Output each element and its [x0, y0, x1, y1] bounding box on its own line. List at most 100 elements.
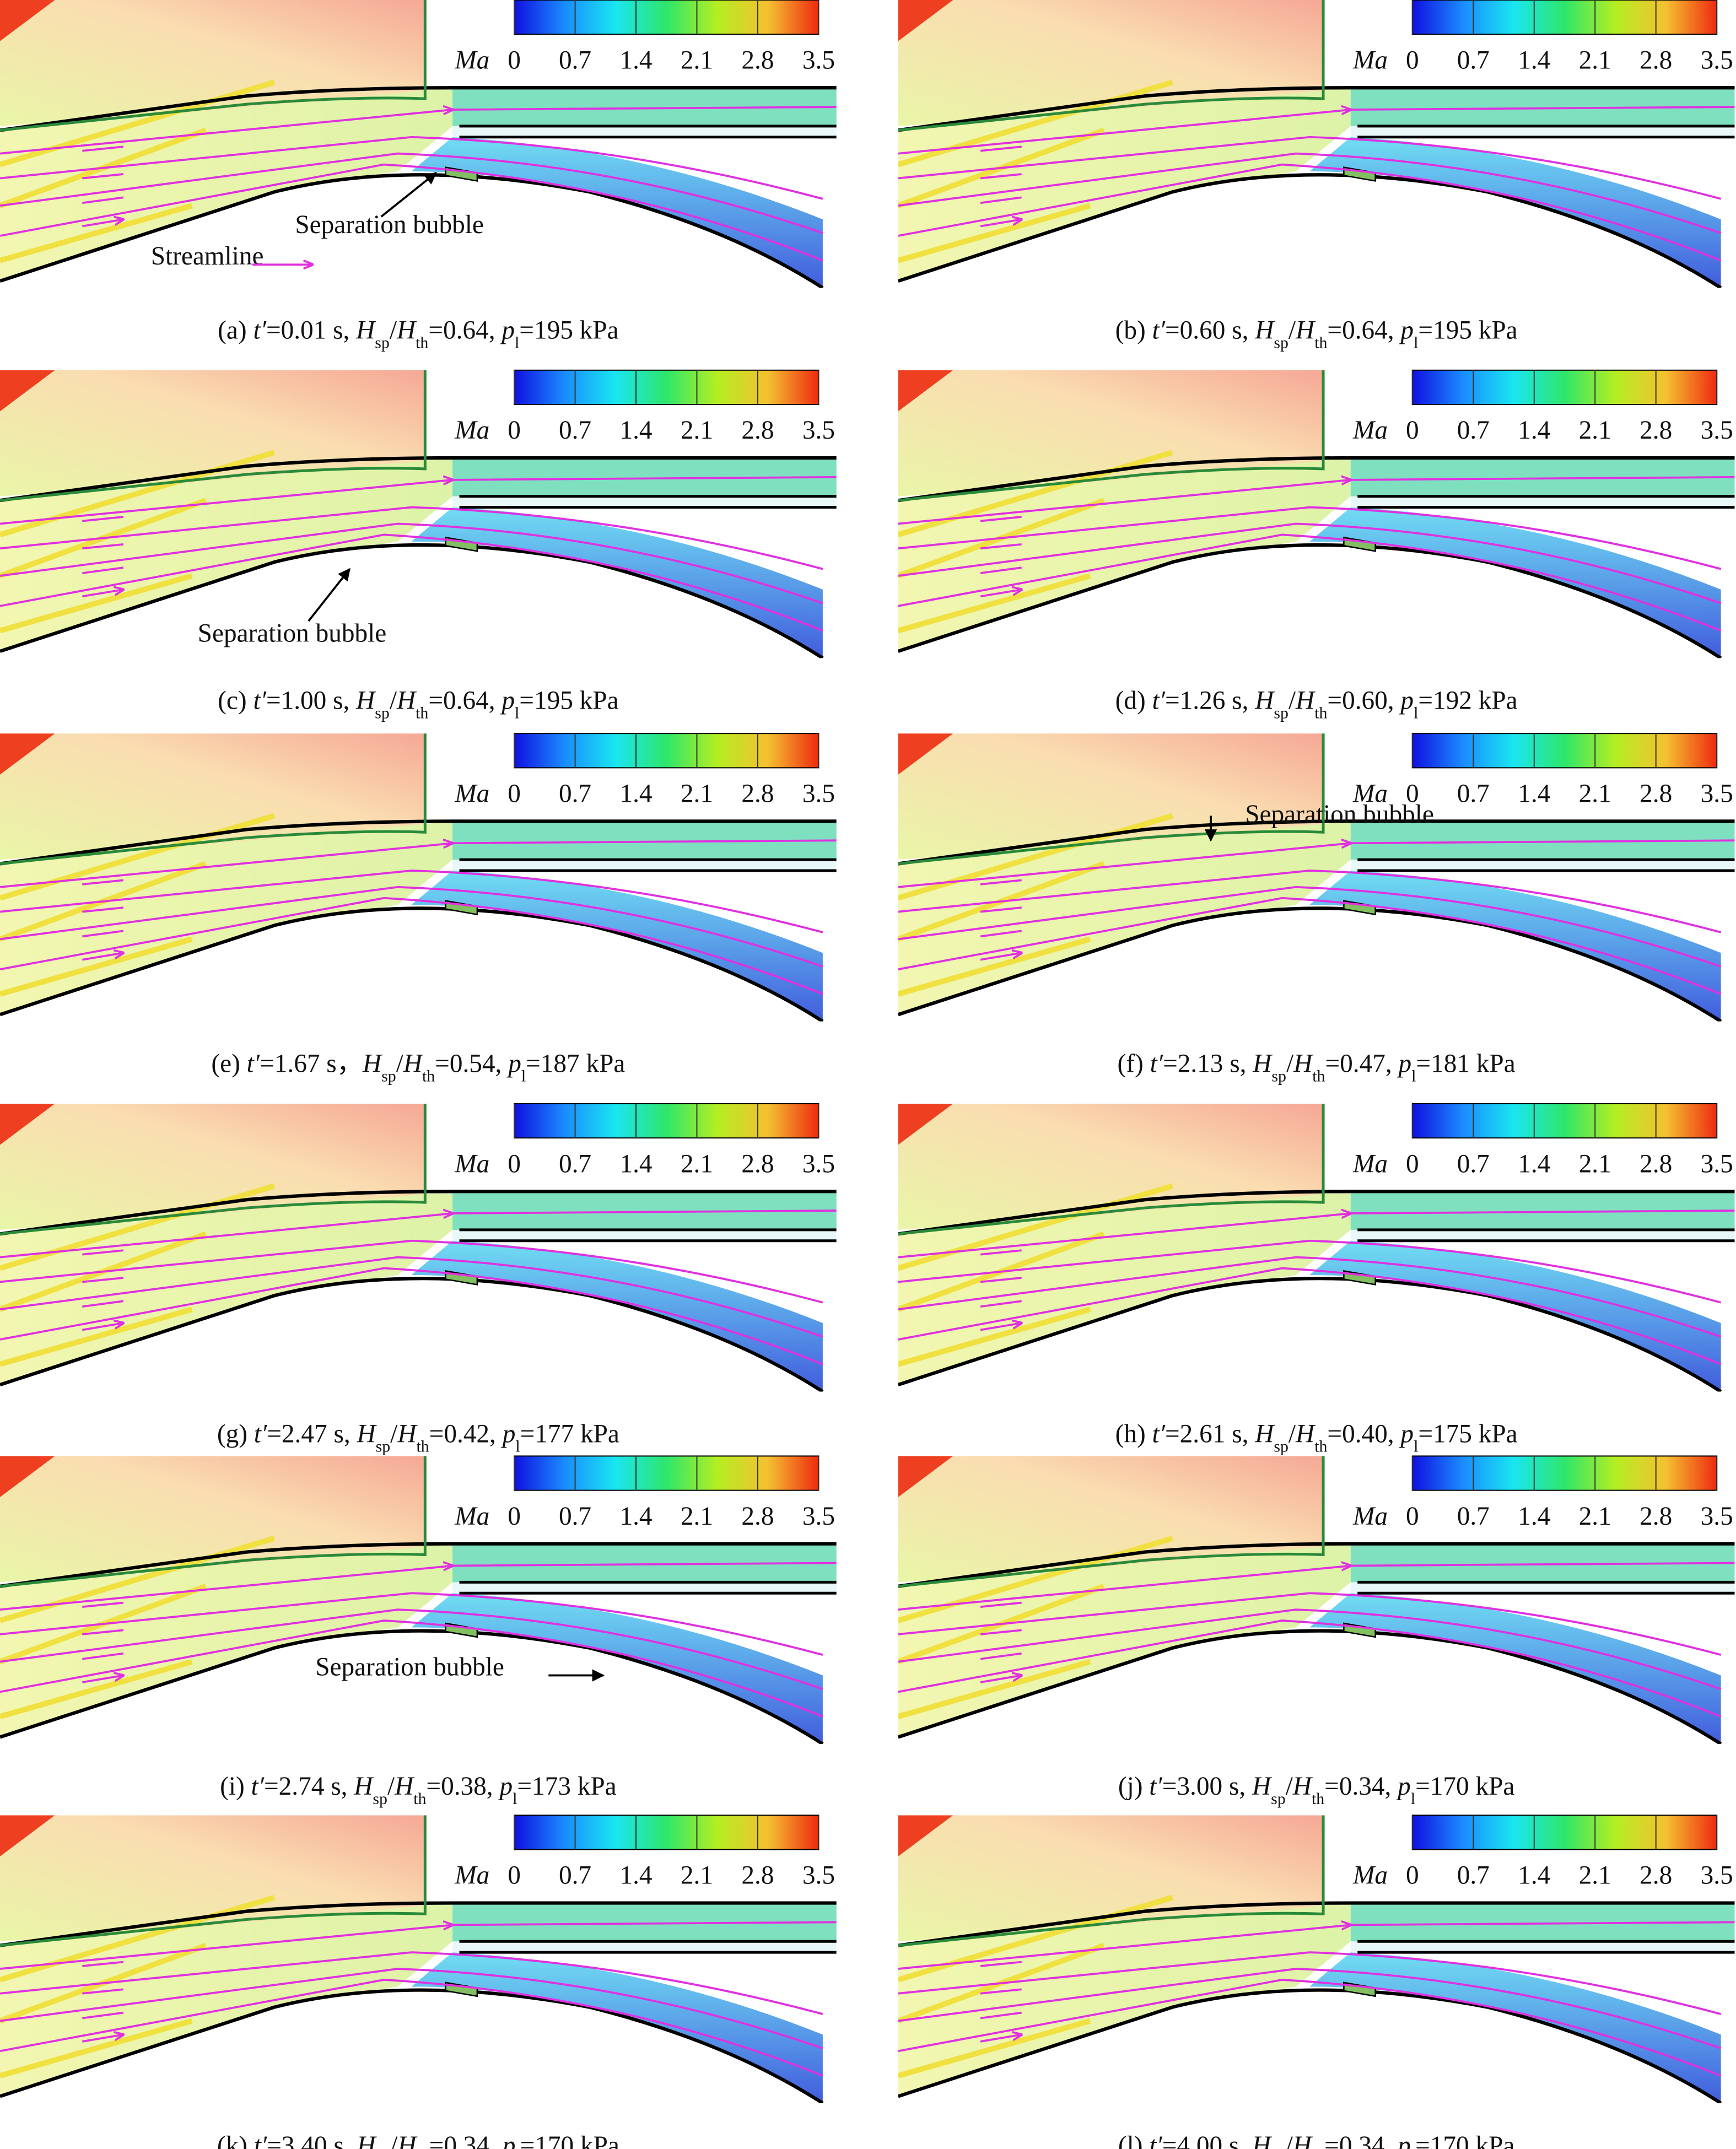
caption-run: =0.64, — [428, 686, 502, 715]
caption-run: (k) — [217, 2131, 254, 2149]
caption: (j) t′=3.00 s, Hsp/Hth=0.34, pl=170 kPa — [1118, 1772, 1515, 1808]
caption-run: =0.34, — [1324, 1772, 1398, 1801]
colorbar-tick-label: 3.5 — [1701, 1502, 1733, 1531]
flow-field — [898, 733, 1735, 1022]
caption: (i) t′=2.74 s, Hsp/Hth=0.38, pl=173 kPa — [220, 1772, 617, 1808]
colorbar-tick-label: 1.4 — [619, 1149, 652, 1178]
caption-run: H — [1295, 686, 1316, 715]
colorbar-tick-label: 2.1 — [681, 1861, 713, 1890]
colorbar-label: Ma — [454, 46, 489, 74]
caption-run: p — [1399, 686, 1414, 715]
caption-run: (c) — [218, 686, 253, 715]
colorbar-label: Ma — [454, 1502, 489, 1531]
colorbar-tick-label: 3.5 — [802, 1149, 835, 1178]
caption-run: H — [1295, 316, 1316, 345]
caption: (d) t′=1.26 s, Hsp/Hth=0.60, pl=192 kPa — [1115, 686, 1518, 722]
caption-run: H — [1254, 316, 1275, 345]
caption-run: =170 kPa — [1415, 1772, 1514, 1801]
caption-run: / — [390, 2131, 398, 2149]
colorbar-tick-label: 2.1 — [1579, 416, 1611, 445]
caption-run: =175 kPa — [1418, 1420, 1517, 1449]
colorbar-tick-label: 2.8 — [741, 416, 774, 445]
colorbar-tick-label: 2.1 — [681, 780, 713, 808]
flow-field — [0, 1815, 837, 2103]
colorbar-tick-label: 3.5 — [1701, 1861, 1733, 1890]
caption-run: =4.00 s, — [1162, 2131, 1252, 2149]
caption-run: sp — [1274, 704, 1288, 722]
caption: (f) t′=2.13 s, Hsp/Hth=0.47, pl=181 kPa — [1118, 1050, 1516, 1086]
caption-run: / — [1286, 1772, 1293, 1801]
annotation: Separation bubble — [1245, 800, 1434, 829]
colorbar-tick-label: 0.7 — [1457, 1861, 1490, 1890]
colorbar-tick-label: 0.7 — [1457, 1149, 1490, 1178]
colorbar — [514, 733, 820, 769]
annotation: Separation bubble — [295, 210, 484, 239]
caption-run: =2.47 s, — [267, 1420, 357, 1449]
panel: Ma 0 0.7 1.4 2.1 2.8 3.5(h) t′=2.61 s, Hsp/Hth… — [898, 1103, 1735, 1456]
caption-run: / — [387, 1772, 395, 1801]
colorbar-tick-label: 0.7 — [559, 1861, 591, 1890]
colorbar-tick-label: 0.7 — [1457, 416, 1490, 445]
caption-run: / — [390, 1420, 398, 1449]
caption-run: =0.47, — [1325, 1050, 1398, 1078]
flow-field — [0, 370, 837, 658]
caption-run: =0.01 s, — [266, 316, 356, 345]
caption-run: H — [1292, 2131, 1313, 2149]
caption-run: =2.61 s, — [1165, 1420, 1255, 1449]
caption-run: l — [1414, 333, 1418, 352]
caption-run: (b) — [1115, 316, 1152, 345]
caption-run: =3.40 s, — [267, 2131, 357, 2149]
caption-run: =170 kPa — [1415, 2131, 1514, 2149]
colorbar-tick-label: 0 — [1406, 1149, 1419, 1178]
colorbar-tick-label: 2.8 — [741, 1149, 774, 1178]
colorbar-tick-label: 3.5 — [1701, 46, 1733, 74]
caption-run: th — [1314, 704, 1327, 722]
flow-field — [0, 733, 837, 1022]
colorbar-tick-label: 2.1 — [1579, 46, 1611, 74]
colorbar-label: Ma — [1352, 1149, 1388, 1178]
colorbar-tick-label: 2.1 — [681, 1502, 713, 1531]
colorbar — [1411, 369, 1718, 406]
caption-run: l — [515, 333, 519, 352]
colorbar-tick-label: 0 — [508, 780, 521, 808]
colorbar-tick-label: 2.1 — [681, 46, 713, 74]
colorbar-label: Ma — [1352, 780, 1388, 808]
caption-run: / — [1288, 1420, 1296, 1449]
colorbar-tick-label: 0 — [1406, 46, 1419, 74]
caption-run: =0.64, — [1327, 316, 1400, 345]
caption: (h) t′=2.61 s, Hsp/Hth=0.40, pl=175 kPa — [1115, 1420, 1518, 1456]
caption-run: =2.74 s, — [264, 1772, 354, 1801]
colorbar-tick-label: 0.7 — [1457, 1502, 1490, 1531]
panel: Ma 0 0.7 1.4 2.1 2.8 3.5(g) t′=2.47 s, Hsp/Hth… — [0, 1103, 837, 1455]
caption-run: t′ — [254, 2131, 267, 2149]
caption-run: th — [416, 333, 428, 352]
panel: Ma 0 0.7 1.4 2.1 2.8 3.5(j) t′=3.00 s, Hsp/Hth… — [898, 1455, 1735, 1808]
colorbar-tick-label: 2.8 — [741, 780, 774, 808]
panel: Ma 0 0.7 1.4 2.1 2.8 3.5(d) t′=1.26 s, Hsp/Hth… — [898, 369, 1735, 722]
caption-run: t′ — [1152, 316, 1166, 345]
caption-run: th — [1312, 1789, 1324, 1807]
colorbar — [514, 369, 820, 406]
caption-run: H — [356, 2131, 377, 2149]
flow-field — [0, 1104, 837, 1392]
caption-run: H — [356, 1420, 377, 1449]
colorbar-tick-label: 0.7 — [1457, 46, 1490, 74]
panel: Ma 0 0.7 1.4 2.1 2.8 3.5(c) t′=1.00 s, Hsp/Hth… — [0, 369, 837, 722]
caption-run: =3.00 s, — [1162, 1772, 1252, 1801]
caption-run: (j) — [1118, 1772, 1149, 1801]
caption-run: t′ — [1149, 2131, 1162, 2149]
caption-run: sp — [1274, 1437, 1288, 1455]
caption-run: l — [513, 1789, 517, 1807]
caption-run: p — [1396, 2131, 1411, 2149]
caption-run: =0.34, — [1324, 2131, 1398, 2149]
caption-run: (g) — [217, 1420, 254, 1449]
caption-run: H — [1295, 1420, 1316, 1449]
caption-run: / — [1288, 316, 1296, 345]
caption-run: t′ — [247, 1050, 260, 1078]
colorbar-tick-label: 2.1 — [681, 1149, 713, 1178]
caption-run: p — [1399, 316, 1414, 345]
caption-run: H — [355, 316, 376, 345]
caption-run: sp — [375, 333, 390, 352]
caption-run: H — [1293, 1050, 1314, 1078]
colorbar-tick-label: 2.1 — [1579, 1861, 1611, 1890]
